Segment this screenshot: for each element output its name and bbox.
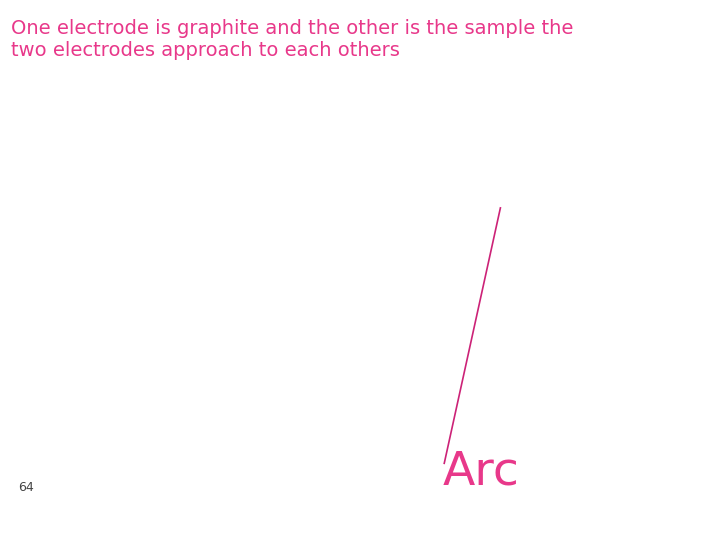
Text: One electrode is graphite and the other is the sample the
two electrodes approac: One electrode is graphite and the other … — [11, 19, 573, 60]
Text: Arc: Arc — [443, 449, 520, 494]
Text: 64: 64 — [18, 481, 34, 494]
